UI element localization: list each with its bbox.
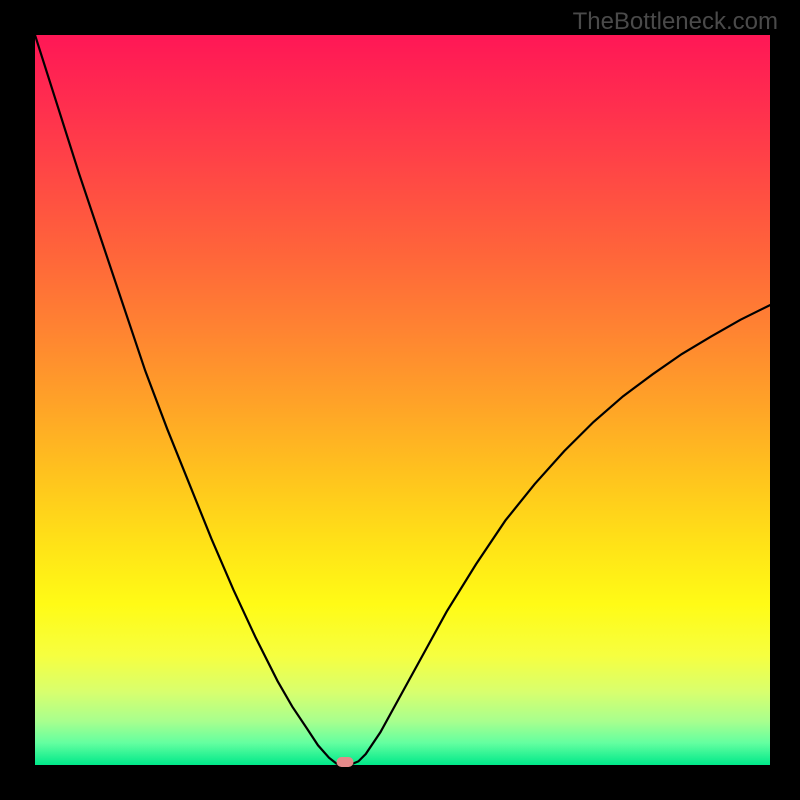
bottleneck-curve-left bbox=[35, 35, 342, 765]
bottleneck-curve-right bbox=[350, 305, 770, 765]
optimum-marker bbox=[337, 757, 354, 767]
plot-area bbox=[35, 35, 770, 765]
curve-layer bbox=[35, 35, 770, 765]
watermark-text: TheBottleneck.com bbox=[573, 8, 778, 36]
